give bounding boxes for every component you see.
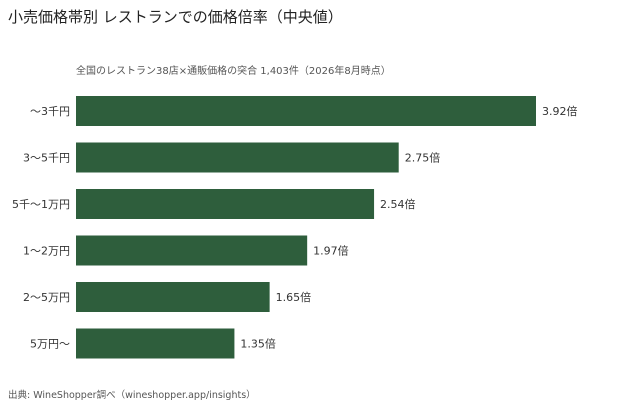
value-label-4: 1.65倍 (276, 290, 312, 304)
source-note: 出典: WineShopper調べ（wineshopper.app/insigh… (8, 390, 256, 401)
category-label-5: 5万円〜 (30, 338, 70, 351)
value-label-3: 1.97倍 (313, 244, 349, 258)
category-label-4: 2〜5万円 (23, 291, 70, 304)
value-label-2: 2.54倍 (380, 197, 416, 211)
chart-subtitle: 全国のレストラン38店×通販価格の突合 1,403件（2026年8月時点） (76, 66, 391, 77)
category-label-1: 3〜5千円 (23, 152, 70, 165)
chart-title: 小売価格帯別 レストランでの価格倍率（中央値） (8, 8, 343, 26)
bar-5 (76, 328, 235, 359)
bar-3 (76, 235, 308, 266)
category-label-2: 5千〜1万円 (12, 198, 70, 211)
bar-0 (76, 96, 536, 126)
category-label-0: 〜3千円 (30, 105, 70, 118)
bar-4 (76, 282, 270, 312)
value-label-5: 1.35倍 (240, 337, 276, 351)
bar-1 (76, 142, 399, 173)
category-label-3: 1〜2万円 (23, 245, 70, 258)
value-label-0: 3.92倍 (542, 104, 578, 118)
value-label-1: 2.75倍 (405, 151, 441, 165)
bar-2 (76, 189, 375, 219)
